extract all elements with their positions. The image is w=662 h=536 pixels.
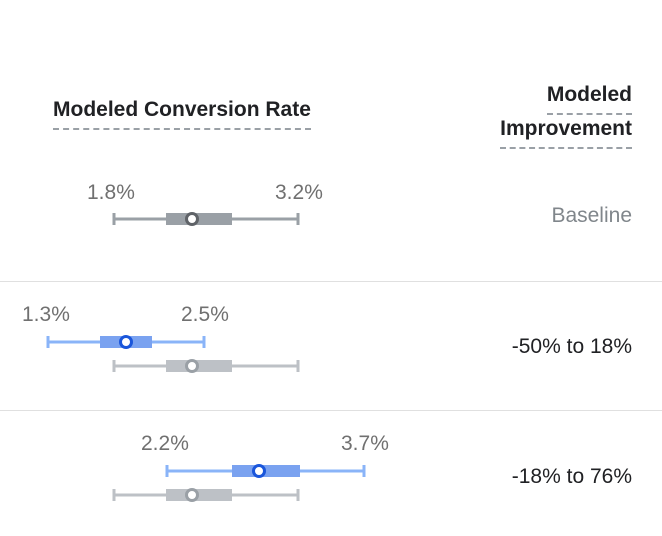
variant2-low-label: 2.2% — [141, 432, 189, 455]
baseline-interval — [112, 212, 300, 226]
conversion-rate-header[interactable]: Modeled Conversion Rate — [53, 98, 311, 130]
variant2-high-label: 3.7% — [341, 432, 389, 455]
row-divider — [0, 281, 662, 282]
baseline-low-label: 1.8% — [87, 181, 135, 204]
improvement-header-line1: Modeled — [546, 83, 632, 115]
variant2-interval — [165, 464, 366, 478]
baseline-high-label: 3.2% — [275, 181, 323, 204]
reference-median-dot — [185, 359, 199, 373]
variant1-baseline-reference — [112, 359, 300, 373]
variant2-improvement-text: -18% to 76% — [511, 465, 632, 488]
variant1-median-dot — [119, 335, 133, 349]
row-divider — [0, 410, 662, 411]
variant2-baseline-reference — [112, 488, 300, 502]
variant1-interval — [46, 335, 206, 349]
improvement-header-line2: Improvement — [500, 117, 632, 149]
reference-median-dot — [185, 488, 199, 502]
baseline-improvement-text: Baseline — [551, 204, 632, 227]
improvement-header[interactable]: Modeled Improvement — [500, 83, 632, 149]
baseline-median-dot — [185, 212, 199, 226]
variant1-high-label: 2.5% — [181, 303, 229, 326]
variant1-low-label: 1.3% — [22, 303, 70, 326]
variant1-improvement-text: -50% to 18% — [511, 335, 632, 358]
variant2-median-dot — [252, 464, 266, 478]
